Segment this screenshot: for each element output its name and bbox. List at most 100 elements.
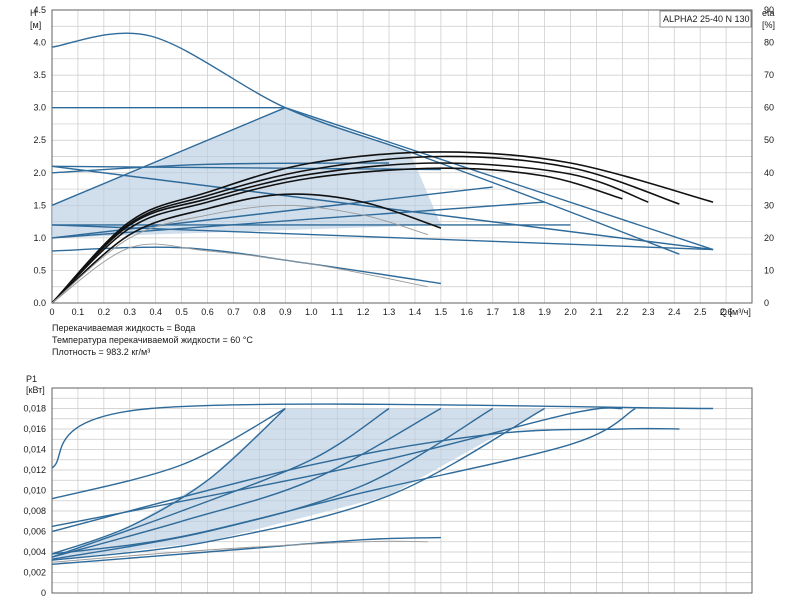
x-tick-label: 0.1 (72, 307, 85, 317)
y2-axis-label: eta (762, 8, 775, 18)
y2-tick-label: 40 (764, 168, 774, 178)
power-curve-blue (51, 407, 623, 528)
x-tick-label: 0.6 (201, 307, 214, 317)
y2-tick-label: 20 (764, 233, 774, 243)
y-tick-label: 3.5 (33, 70, 46, 80)
operating-range-area (52, 107, 441, 238)
y-tick-label: 1.0 (33, 233, 46, 243)
y2-tick-label: 80 (764, 38, 774, 48)
y-axis-unit: [м] (30, 20, 41, 30)
y2-tick-label: 90 (764, 5, 774, 15)
y-tick-label: 0,004 (23, 547, 46, 557)
operating-range-area (52, 408, 545, 561)
x-tick-label: 2.5 (694, 307, 707, 317)
y-tick-label: 3.0 (33, 103, 46, 113)
y-tick-label: 0,018 (23, 404, 46, 414)
head-curve-blue (51, 107, 286, 206)
head-curve-blue (51, 32, 680, 255)
head-curve-black (51, 162, 649, 304)
head-curve-blue (51, 162, 390, 174)
x-axis-label: Q [м³/ч] (720, 307, 751, 317)
x-tick-label: 0.4 (149, 307, 162, 317)
y-axis-unit: [кВт] (26, 385, 45, 395)
note-density: Плотность = 983.2 кг/м³ (52, 347, 150, 357)
power-curve-blue (51, 427, 680, 533)
y2-tick-label: 70 (764, 70, 774, 80)
head-curve-blue (51, 246, 442, 285)
y-tick-label: 0 (41, 588, 46, 598)
x-tick-label: 1.6 (461, 307, 474, 317)
model-title: ALPHA2 25-40 N 130 (663, 14, 750, 24)
power-curve-gray (51, 540, 428, 563)
note-temperature: Температура перекачиваемой жидкости = 60… (52, 335, 253, 345)
y-tick-label: 1.5 (33, 200, 46, 210)
y-tick-label: 0,006 (23, 527, 46, 537)
head-curve-blue (51, 224, 714, 251)
x-tick-label: 2.0 (564, 307, 577, 317)
head-curve-blue (51, 165, 441, 171)
y-tick-label: 0,016 (23, 424, 46, 434)
x-tick-label: 1.9 (538, 307, 551, 317)
y2-tick-label: 50 (764, 135, 774, 145)
x-tick-label: 0.5 (175, 307, 188, 317)
x-tick-label: 1.2 (357, 307, 370, 317)
x-tick-label: 0.8 (253, 307, 266, 317)
y2-axis-unit: [%] (762, 20, 775, 30)
y2-tick-label: 30 (764, 200, 774, 210)
y2-tick-label: 60 (764, 103, 774, 113)
power-curve-blue (51, 407, 545, 561)
head-curve-black (51, 155, 680, 304)
x-tick-label: 2.6 (720, 307, 733, 317)
pumped-liquid-notes: Перекачиваемая жидкость = Вода Температу… (52, 323, 253, 357)
head-curve-blue (285, 107, 714, 251)
y-tick-label: 0,014 (23, 445, 46, 455)
x-tick-label: 2.2 (616, 307, 629, 317)
power-curve-panel: 0 0,002 0,004 0,006 0,008 0,010 0,012 0,014 0,01… (23, 374, 753, 598)
head-curve-black (51, 193, 442, 304)
x-tick-label: 2.1 (590, 307, 603, 317)
y2-tick-label: 10 (764, 265, 774, 275)
x-tick-label: 2.3 (642, 307, 655, 317)
y-tick-label: 0,012 (23, 465, 46, 475)
y-tick-label: 0,010 (23, 486, 46, 496)
head-curve-panel: 0 0.1 0.2 0.3 0.4 0.5 0.6 0.7 0.8 0.9 1.0 1.1 1.2 1.3… (30, 5, 775, 317)
power-curve-blue (51, 403, 714, 469)
x-tick-label: 1.0 (305, 307, 318, 317)
x-tick-label: 0.7 (227, 307, 240, 317)
y-tick-label: 4.0 (33, 38, 46, 48)
head-curve-black (51, 167, 623, 304)
y-tick-label: 0,008 (23, 506, 46, 516)
head-curve-gray (51, 243, 428, 304)
x-tick-label: 0 (49, 307, 54, 317)
x-tick-label: 0.9 (279, 307, 292, 317)
plot-frame (51, 387, 753, 594)
x-tick-label: 1.7 (486, 307, 499, 317)
power-curve-blue (51, 407, 286, 500)
x-tick-label: 2.4 (668, 307, 681, 317)
y-tick-label: 0.5 (33, 265, 46, 275)
y-axis-label: H (30, 8, 37, 18)
plot-frame (51, 9, 753, 304)
power-curve-blue (51, 536, 441, 565)
x-tick-label: 1.3 (383, 307, 396, 317)
y-tick-label: 0.0 (33, 298, 46, 308)
model-title-box (659, 10, 752, 28)
x-tick-label: 0.3 (124, 307, 137, 317)
head-curve-gray (51, 204, 429, 304)
x-tick-label: 0.2 (98, 307, 111, 317)
note-liquid: Перекачиваемая жидкость = Вода (52, 323, 195, 333)
head-curve-black (51, 151, 714, 304)
x-tick-label: 1.8 (512, 307, 525, 317)
y2-tick-label: 0 (764, 298, 769, 308)
head-curve-blue (51, 186, 493, 239)
x-tick-label: 1.5 (435, 307, 448, 317)
x-tick-label: 1.4 (409, 307, 422, 317)
y-axis-label: P1 (26, 374, 37, 384)
x-tick-label: 1.1 (331, 307, 344, 317)
power-curve-blue (51, 407, 636, 555)
y-tick-label: 0,002 (23, 568, 46, 578)
y-tick-label: 2.0 (33, 168, 46, 178)
power-curve-blue (51, 407, 442, 558)
y-tick-label: 4.5 (33, 5, 46, 15)
